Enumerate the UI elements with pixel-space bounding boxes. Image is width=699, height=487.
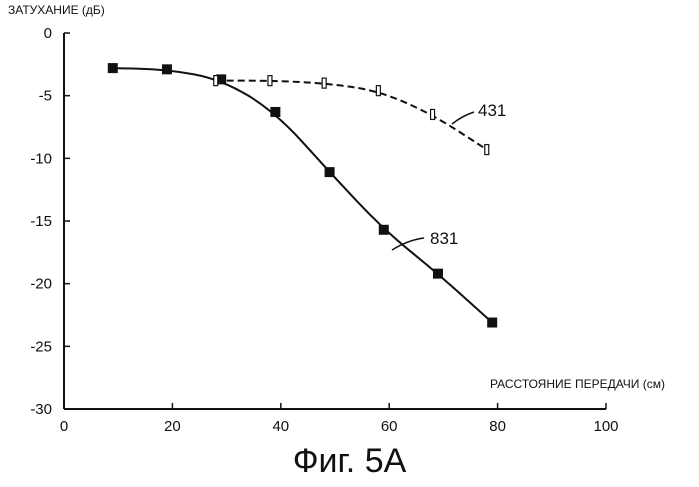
leader-line-431 [451,111,475,125]
axes: 0 20 40 60 80 100 0 -5 -10 -15 -20 -25 -30 [30,25,618,435]
y-tick-label-5: -5 [39,88,52,105]
labels: ЗАТУХАНИЕ (дБ) РАССТОЯНИЕ ПЕРЕДАЧИ (см) 43… [8,3,665,391]
attenuation-chart: 0 20 40 60 80 100 0 -5 -10 -15 -20 -25 -30 ЗАТУХАНИЕ… [8,3,665,435]
series-lines [112,67,493,324]
y-tick-label-10: -10 [30,150,52,167]
x-tick-label-100: 100 [593,418,618,435]
y-tick-label-0: 0 [44,25,52,42]
point-431-2 [321,77,327,89]
y-tick-label-25: -25 [30,338,52,355]
x-tick-label-60: 60 [381,418,398,435]
point-831-0 [107,63,118,74]
y-tick-label-30: -30 [30,401,52,418]
point-831-4 [324,167,335,178]
x-tick-label-0: 0 [60,418,68,435]
x-axis-title: РАССТОЯНИЕ ПЕРЕДАЧИ (см) [490,377,665,391]
leader-line-831 [391,237,425,251]
y-axis-title: ЗАТУХАНИЕ (дБ) [8,3,105,17]
point-831-2 [216,74,227,85]
point-831-6 [432,268,443,279]
point-431-4 [429,108,436,121]
y-tick-label-15: -15 [30,213,52,230]
x-tick-label-80: 80 [489,418,506,435]
point-831-5 [378,224,389,235]
series-label-431: 431 [478,101,506,120]
point-831-3 [270,106,281,117]
series-label-831: 831 [430,229,458,248]
point-831-7 [487,317,498,328]
series-line-831 [112,67,493,324]
point-431-3 [375,85,381,97]
x-tick-label-40: 40 [272,418,289,435]
point-431-0 [213,75,219,87]
point-431-5 [484,143,490,156]
point-831-1 [161,64,172,75]
x-tick-label-20: 20 [164,418,181,435]
y-tick-label-20: -20 [30,276,52,293]
markers [107,63,498,328]
figure-caption: Фиг. 5А [292,442,407,480]
series-line-431 [215,79,488,151]
point-431-1 [267,75,273,87]
